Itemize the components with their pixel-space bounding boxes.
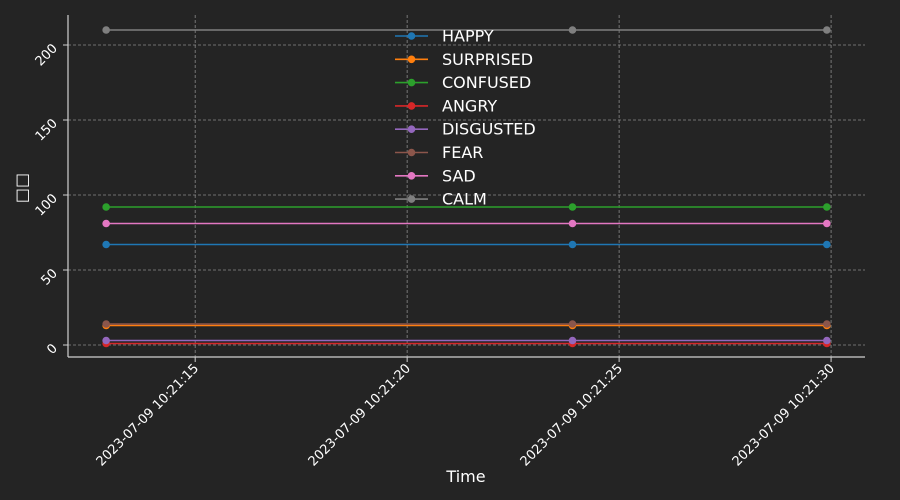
data-point	[823, 320, 831, 328]
grid	[68, 15, 865, 357]
data-point	[568, 336, 577, 345]
legend-entry-confused: CONFUSED	[395, 73, 531, 92]
legend-label: SAD	[442, 166, 476, 185]
legend-label: CONFUSED	[442, 73, 531, 92]
legend-label: ANGRY	[442, 96, 497, 115]
y-tick-label: 0	[44, 341, 60, 357]
legend-label: HAPPY	[442, 27, 494, 46]
plot-area	[102, 26, 831, 348]
series-disgusted	[102, 336, 831, 345]
data-point	[823, 26, 831, 34]
legend-entry-angry: ANGRY	[395, 96, 497, 115]
data-point	[568, 320, 577, 328]
legend-entry-disgusted: DISGUSTED	[395, 120, 536, 139]
legend-label: FEAR	[442, 143, 483, 162]
data-point	[102, 26, 110, 34]
legend-marker	[407, 55, 416, 64]
legend-marker	[407, 125, 416, 133]
legend: HAPPY SURPRISED CONFUSED ANGRY DISGUSTED FEAR…	[395, 27, 536, 209]
legend-label: CALM	[442, 190, 487, 209]
data-point	[823, 336, 831, 345]
data-point	[102, 320, 110, 328]
x-tick-label: 2023-07-09 10:21:20	[306, 361, 414, 469]
data-point	[102, 240, 110, 249]
y-axis-title: □□	[12, 173, 31, 203]
legend-marker	[407, 148, 416, 157]
legend-entry-calm: CALM	[395, 190, 487, 209]
data-point	[568, 240, 577, 249]
legend-marker	[407, 78, 416, 87]
legend-label: DISGUSTED	[442, 120, 536, 139]
legend-marker	[407, 195, 416, 203]
series-fear	[102, 320, 831, 328]
data-point	[102, 203, 110, 211]
x-tick-label: 2023-07-09 10:21:15	[94, 361, 202, 469]
x-tick-label: 2023-07-09 10:21:30	[730, 361, 838, 469]
data-point	[102, 336, 110, 345]
y-tick-label: 100	[33, 191, 61, 219]
legend-entry-happy: HAPPY	[395, 27, 494, 46]
x-axis-title: Time	[445, 467, 485, 486]
x-tick-label: 2023-07-09 10:21:25	[518, 361, 626, 469]
data-point	[823, 203, 831, 211]
legend-entry-sad: SAD	[395, 166, 476, 185]
data-point	[568, 219, 577, 228]
series-happy	[102, 240, 831, 249]
legend-marker	[407, 102, 416, 110]
y-tick-label: 50	[39, 266, 61, 288]
legend-entry-surprised: SURPRISED	[395, 50, 533, 69]
data-point	[102, 219, 110, 228]
data-point	[823, 219, 831, 228]
legend-marker	[407, 172, 416, 180]
data-point	[568, 26, 577, 34]
y-tick-label: 200	[33, 41, 61, 69]
legend-marker	[407, 32, 416, 40]
series-confused	[102, 203, 831, 211]
series-sad	[102, 219, 831, 228]
legend-label: SURPRISED	[442, 50, 533, 69]
y-tick-label: 150	[33, 116, 61, 144]
data-point	[568, 203, 577, 211]
data-point	[823, 240, 831, 249]
series-calm	[102, 26, 831, 34]
legend-entry-fear: FEAR	[395, 143, 483, 162]
series-surprised	[102, 321, 831, 330]
